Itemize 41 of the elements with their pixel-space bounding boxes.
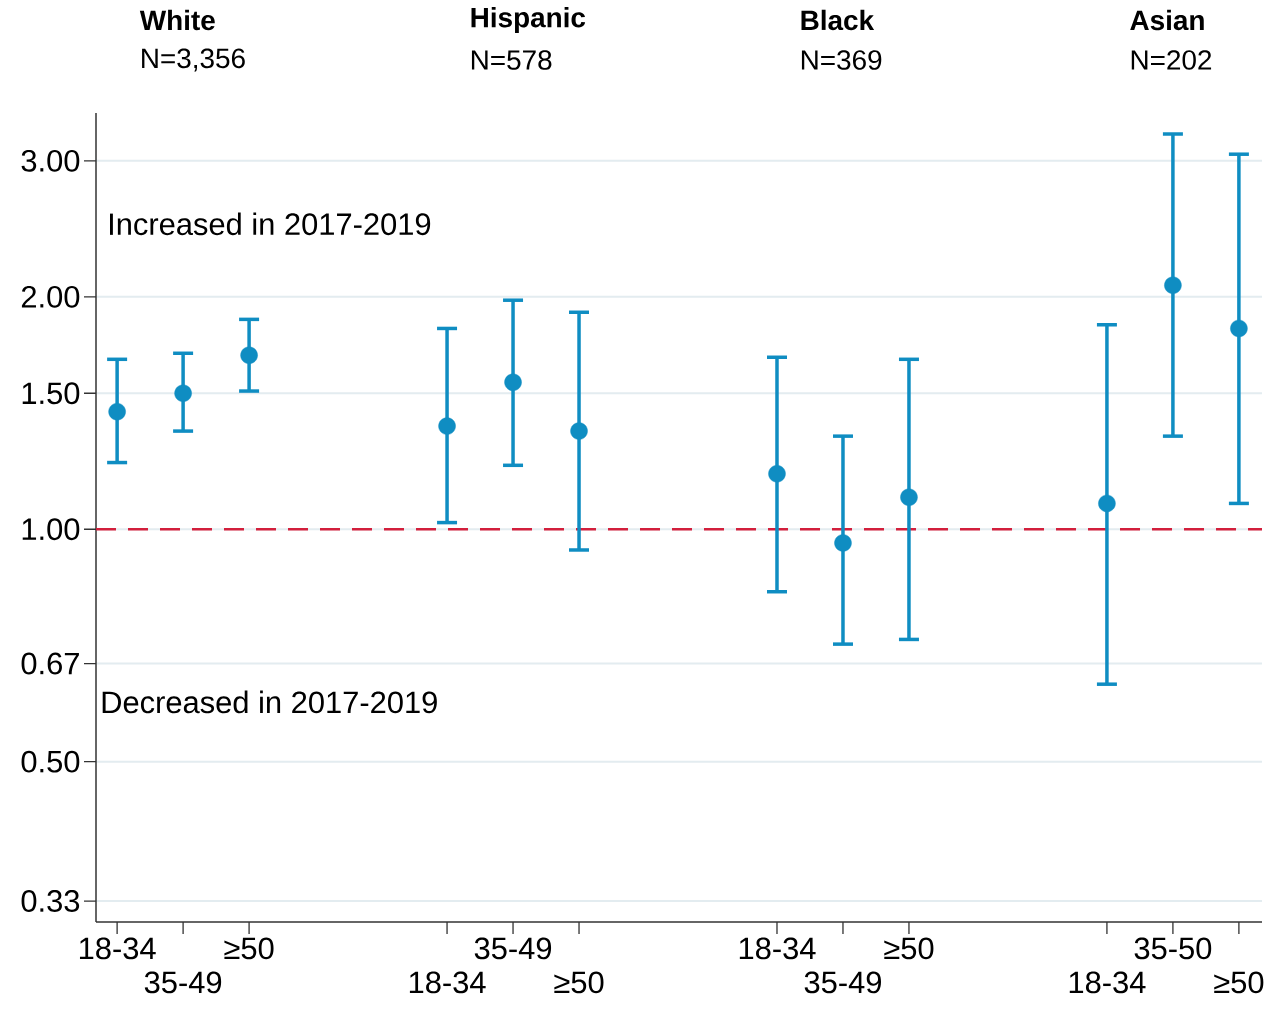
y-tick-label: 0.33 [21, 890, 80, 912]
point [108, 402, 126, 421]
point [1098, 494, 1116, 513]
text: Hispanic [471, 6, 586, 33]
text: N=3,356 [142, 48, 245, 72]
y-tick-label: 3.00 [21, 149, 80, 172]
point [900, 488, 918, 506]
point [834, 534, 852, 552]
y-tick-label: 1.00 [22, 518, 80, 541]
text: N=202 [1131, 50, 1212, 70]
x-tick-label: ≥50 [554, 971, 604, 994]
point [1230, 319, 1248, 338]
x-tick-label: 18-34 [79, 937, 156, 960]
y-tick-label: 1.50 [22, 382, 80, 405]
point [768, 465, 786, 483]
x-tick-label: 35-49 [474, 937, 552, 960]
x-tick-label: 35-49 [144, 971, 222, 994]
y-tick-label: 0.50 [21, 750, 80, 773]
x-tick-label: ≥50 [224, 937, 274, 960]
x-tick-label: 18-34 [739, 937, 816, 960]
x-tick-label: ≥50 [1214, 971, 1264, 994]
point [504, 373, 522, 391]
point [174, 384, 192, 402]
annotation: Increased in 2017-2019 [110, 212, 431, 236]
point [240, 346, 258, 364]
x-tick-label: 35-50 [1134, 937, 1212, 960]
x-tick-label: 35-49 [804, 971, 881, 994]
text: Black [801, 9, 875, 31]
x-tick-label: 18-34 [409, 971, 486, 994]
point [570, 422, 588, 440]
text: N=369 [801, 50, 882, 70]
y-tick-label: 0.67 [21, 652, 79, 675]
text: Asian [1130, 9, 1204, 31]
x-tick-label: ≥50 [884, 937, 934, 960]
point [1164, 276, 1182, 294]
point [438, 417, 456, 435]
x-tick-label: 18-34 [1069, 971, 1146, 994]
annotation: Decreased in 2017-2019 [102, 690, 437, 714]
text: White [139, 9, 215, 31]
y-tick-label: 2.00 [21, 285, 80, 308]
text: N=578 [471, 50, 552, 70]
